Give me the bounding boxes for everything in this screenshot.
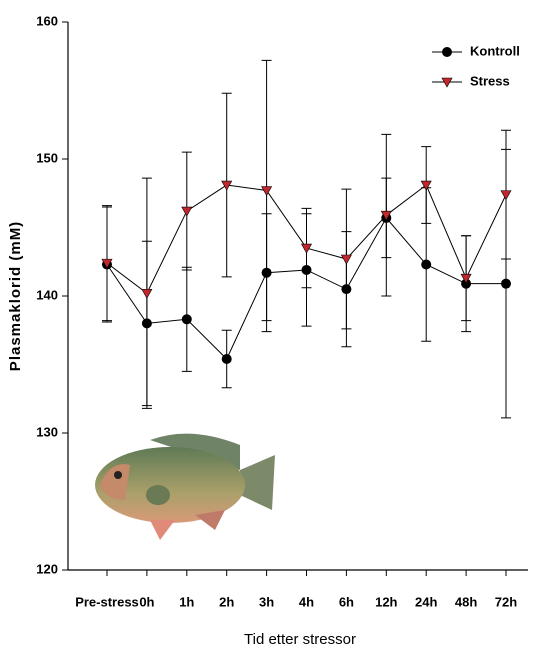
x-tick-label: 48h [455,594,477,609]
point [181,314,192,325]
x-axis-title: Tid etter stressor [244,631,356,648]
fish-illustration [95,433,275,540]
y-tick-label: 160 [36,13,58,28]
x-tick-label: 4h [299,594,314,609]
x-tick-label: 24h [415,594,437,609]
legend-marker [441,77,453,88]
x-tick-label: 1h [179,594,194,609]
y-tick-label: 150 [36,150,58,165]
point [501,278,511,289]
point [261,186,273,197]
point [340,254,352,265]
point [300,243,313,254]
x-tick-label: 12h [375,594,397,609]
legend-label: Stress [470,73,510,88]
legend-label: Kontroll [470,43,520,58]
point [181,206,193,217]
point [500,190,512,201]
y-tick-label: 120 [36,561,58,576]
point [420,180,432,191]
legend-marker [442,47,452,57]
x-tick-label: 2h [219,594,234,609]
point [221,180,233,191]
point [380,210,392,221]
x-tick-label: 72h [495,594,517,609]
point [101,258,113,269]
x-tick-label: 3h [259,594,274,609]
point [141,288,153,299]
y-tick-label: 140 [36,287,58,302]
y-axis-title: Plasmaklorid (mM) [7,221,24,371]
point [421,259,432,270]
point [221,354,232,365]
x-tick-label: 6h [339,594,354,609]
y-tick-label: 130 [36,424,58,439]
x-tick-label: Pre-stress [75,594,139,609]
x-tick-label: 0h [139,594,154,609]
point [460,273,472,284]
